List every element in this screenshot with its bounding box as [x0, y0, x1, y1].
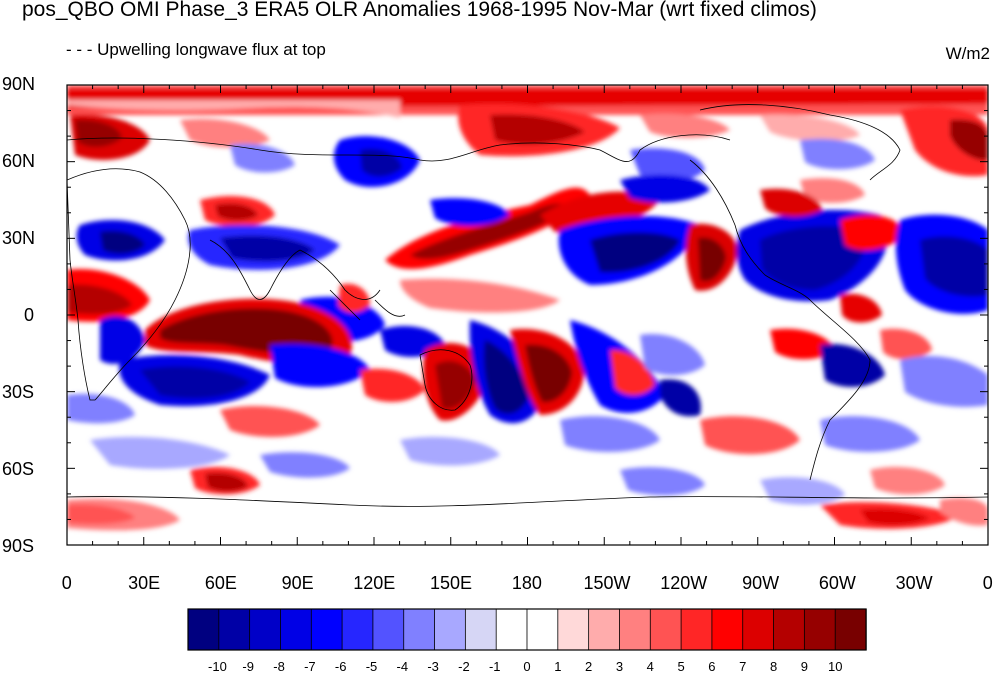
colorbar-swatch: [464, 608, 497, 651]
colorbar-label: 6: [708, 659, 716, 674]
lat-label-60n: 60N: [2, 151, 36, 171]
colorbar-label: 10: [827, 659, 843, 674]
lon-label: 0: [982, 573, 993, 593]
lon-label: 150E: [429, 573, 472, 593]
colorbar-label: 0: [523, 659, 531, 674]
colorbar-swatch: [187, 608, 220, 651]
colorbar-label: 8: [769, 659, 778, 674]
plot-subtitle: - - - Upwelling longwave flux at top: [66, 40, 326, 59]
colorbar-label: 4: [646, 659, 654, 674]
colorbar-label: -7: [304, 659, 316, 674]
colorbar-swatch: [773, 608, 806, 651]
coastlines: [67, 104, 988, 507]
lon-label: 120E: [353, 573, 396, 593]
colorbar-label: -4: [396, 659, 409, 674]
colorbar-swatch: [372, 608, 405, 651]
colorbar-swatch: [834, 608, 867, 651]
colorbar-swatch: [588, 608, 621, 651]
colorbar-label: 5: [677, 659, 685, 674]
colorbar-swatch: [341, 608, 374, 651]
lon-label: 90E: [281, 573, 314, 593]
axis-ticks: [66, 84, 989, 546]
colorbar-swatch: [557, 608, 590, 651]
colorbar-label: 3: [615, 659, 624, 674]
lat-label-90n: 90N: [2, 74, 36, 94]
colorbar-swatch: [680, 608, 713, 651]
colorbar-label: -10: [208, 659, 227, 674]
lat-label-30s: 30S: [2, 382, 35, 402]
lon-label: 0: [61, 573, 72, 593]
lon-label: 60E: [204, 573, 237, 593]
colorbar-label: 7: [739, 659, 747, 674]
colorbar-label: -6: [334, 659, 347, 674]
lon-label: 150W: [583, 573, 631, 593]
colorbar-swatch: [619, 608, 651, 651]
colorbar-swatch: [526, 608, 559, 651]
anomaly-field: [67, 85, 988, 545]
colorbar-swatch: [403, 608, 436, 651]
colorbar-swatch: [218, 608, 251, 651]
colorbar-label: -8: [273, 659, 285, 674]
colorbar-label: 1: [554, 659, 562, 674]
units-label: W/m2: [945, 44, 990, 63]
colorbar-swatch: [495, 608, 528, 651]
colorbar-label: 9: [800, 659, 808, 674]
lon-label: 120W: [660, 573, 708, 593]
colorbar-label: -5: [365, 659, 378, 674]
lat-label-90s: 90S: [2, 536, 35, 556]
lon-label: 90W: [742, 573, 780, 593]
colorbar-frame: [187, 608, 867, 651]
lon-label: 30E: [128, 573, 161, 593]
colorbar-swatch: [434, 608, 467, 651]
colorbar-swatch: [711, 608, 744, 651]
lat-label-60s: 60S: [2, 459, 35, 479]
lon-label: 60W: [818, 573, 856, 593]
colorbar-label: -2: [458, 659, 470, 674]
lat-label-eq: 0: [24, 305, 35, 325]
lon-label: 180: [511, 573, 542, 593]
plot-title: pos_QBO OMI Phase_3 ERA5 OLR Anomalies 1…: [22, 0, 817, 21]
colorbar-label: -3: [427, 659, 439, 674]
colorbar-swatch: [249, 608, 282, 651]
colorbar-label: -1: [488, 659, 501, 674]
lon-label: 30W: [895, 573, 933, 593]
colorbar: [187, 608, 867, 651]
colorbar-swatch: [649, 608, 682, 651]
colorbar-label: 2: [585, 659, 593, 674]
colorbar-swatch: [803, 608, 836, 651]
colorbar-swatch: [310, 608, 343, 651]
colorbar-swatch: [280, 608, 312, 651]
colorbar-swatch: [742, 608, 775, 651]
colorbar-label: -9: [242, 659, 254, 674]
lat-label-30n: 30N: [2, 228, 36, 248]
